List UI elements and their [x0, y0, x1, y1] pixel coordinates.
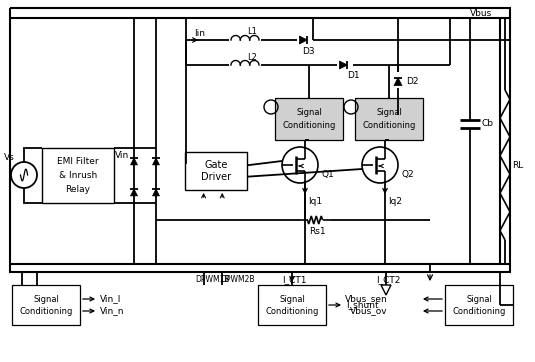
- Text: EMI Filter: EMI Filter: [57, 157, 99, 166]
- Bar: [42, 148, 114, 203]
- Text: D3: D3: [302, 46, 315, 55]
- Text: DPWM2B: DPWM2B: [220, 275, 255, 285]
- Text: Cb: Cb: [482, 119, 494, 129]
- Bar: [258, 285, 326, 325]
- Text: D1: D1: [347, 72, 360, 80]
- Text: Signal: Signal: [279, 295, 305, 303]
- Bar: [275, 98, 343, 140]
- Polygon shape: [381, 285, 391, 295]
- Text: RL: RL: [512, 160, 523, 169]
- Text: Conditioning: Conditioning: [452, 307, 506, 316]
- Polygon shape: [300, 36, 308, 44]
- Polygon shape: [394, 77, 402, 85]
- Text: Iin: Iin: [194, 29, 205, 38]
- Text: DPWM1B: DPWM1B: [196, 275, 230, 285]
- Text: Rs1: Rs1: [309, 227, 326, 236]
- Text: Vs: Vs: [4, 152, 15, 161]
- Text: Conditioning: Conditioning: [282, 121, 335, 130]
- Text: L1: L1: [247, 28, 257, 37]
- Text: Conditioning: Conditioning: [19, 307, 73, 316]
- Polygon shape: [152, 189, 159, 196]
- Text: Q2: Q2: [401, 171, 414, 180]
- Bar: [355, 98, 423, 140]
- Text: Signal: Signal: [33, 295, 59, 303]
- Polygon shape: [131, 189, 137, 196]
- Text: Vin_I: Vin_I: [100, 295, 121, 303]
- Text: L2: L2: [247, 52, 257, 62]
- Bar: [185, 152, 247, 190]
- Text: & Inrush: & Inrush: [59, 171, 97, 180]
- Text: Signal: Signal: [376, 108, 402, 117]
- Polygon shape: [152, 158, 159, 165]
- Text: Conditioning: Conditioning: [265, 307, 319, 316]
- Text: Iq1: Iq1: [308, 197, 322, 206]
- Text: Conditioning: Conditioning: [362, 121, 416, 130]
- Text: Vbus_ov: Vbus_ov: [350, 307, 388, 316]
- Polygon shape: [131, 158, 137, 165]
- Text: Q1: Q1: [321, 171, 334, 180]
- Text: Vbus: Vbus: [470, 9, 492, 18]
- Text: Iq2: Iq2: [388, 197, 402, 206]
- Text: Relay: Relay: [65, 185, 90, 194]
- Bar: [445, 285, 513, 325]
- Text: Driver: Driver: [201, 172, 231, 182]
- Text: I_CT1: I_CT1: [282, 275, 307, 285]
- Text: Signal: Signal: [296, 108, 322, 117]
- Text: Vin: Vin: [115, 152, 129, 160]
- Text: I_shunt: I_shunt: [346, 300, 379, 310]
- Bar: [12, 285, 80, 325]
- Text: Signal: Signal: [466, 295, 492, 303]
- Text: Vbus_sen: Vbus_sen: [345, 295, 388, 303]
- Text: Vin_n: Vin_n: [100, 307, 125, 316]
- Text: D2: D2: [406, 77, 418, 87]
- Text: Gate: Gate: [204, 160, 228, 170]
- Polygon shape: [339, 61, 347, 69]
- Text: I_CT2: I_CT2: [376, 275, 400, 285]
